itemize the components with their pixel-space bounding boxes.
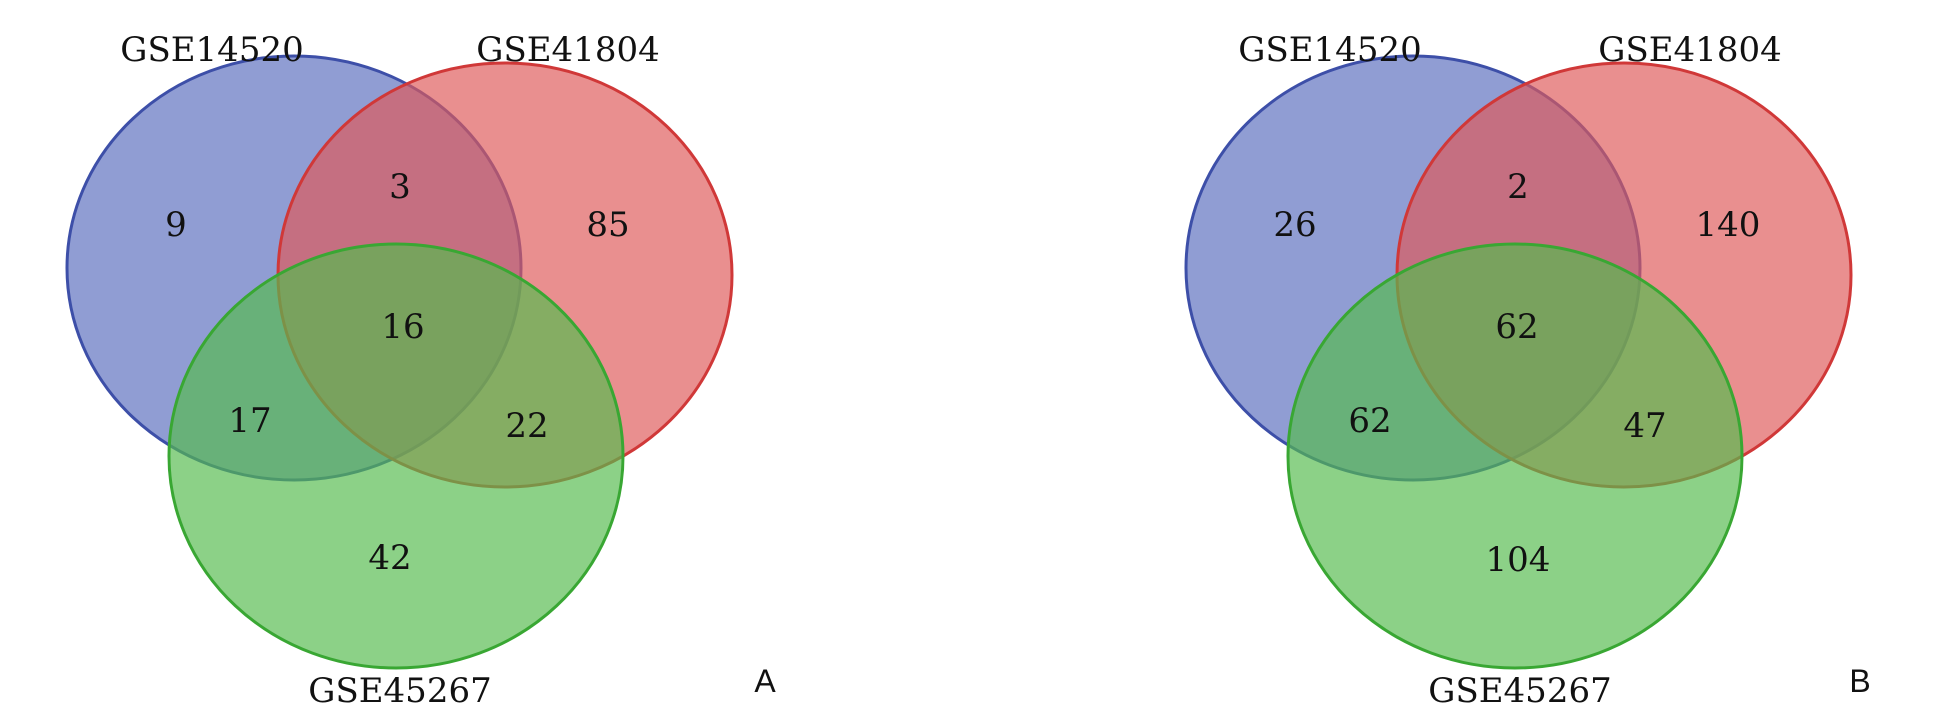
panel-letter-a: A <box>754 663 776 699</box>
region-only-gse45267: 42 <box>368 538 411 578</box>
region-only-gse41804: 140 <box>1696 205 1761 245</box>
set-label-gse41804: GSE41804 <box>1598 30 1781 70</box>
region-gse41804-gse45267: 47 <box>1623 406 1666 446</box>
region-all-three: 16 <box>381 307 424 347</box>
set-label-gse14520: GSE14520 <box>120 30 303 70</box>
region-only-gse41804: 85 <box>586 205 629 245</box>
set-label-gse45267: GSE45267 <box>308 671 491 711</box>
set-label-gse41804: GSE41804 <box>476 30 659 70</box>
venn-panel-b: GSE14520 GSE41804 GSE45267 26 2 140 62 6… <box>1184 30 1871 711</box>
panel-letter-b: B <box>1849 663 1870 699</box>
set-label-gse14520: GSE14520 <box>1238 30 1421 70</box>
region-gse14520-gse41804: 3 <box>389 167 411 207</box>
region-gse14520-gse45267: 62 <box>1348 401 1391 441</box>
region-gse14520-gse45267: 17 <box>228 401 271 441</box>
set-gse45267-circle <box>1286 242 1744 670</box>
region-all-three: 62 <box>1495 307 1538 347</box>
region-only-gse14520: 26 <box>1273 205 1316 245</box>
venn-panel-a: GSE14520 GSE41804 GSE45267 9 3 85 16 17 … <box>65 30 776 711</box>
set-gse45267-circle <box>167 242 625 670</box>
set-label-gse45267: GSE45267 <box>1428 671 1611 711</box>
region-gse14520-gse41804: 2 <box>1507 167 1529 207</box>
region-only-gse45267: 104 <box>1486 540 1551 580</box>
region-only-gse14520: 9 <box>165 205 187 245</box>
region-gse41804-gse45267: 22 <box>505 406 548 446</box>
